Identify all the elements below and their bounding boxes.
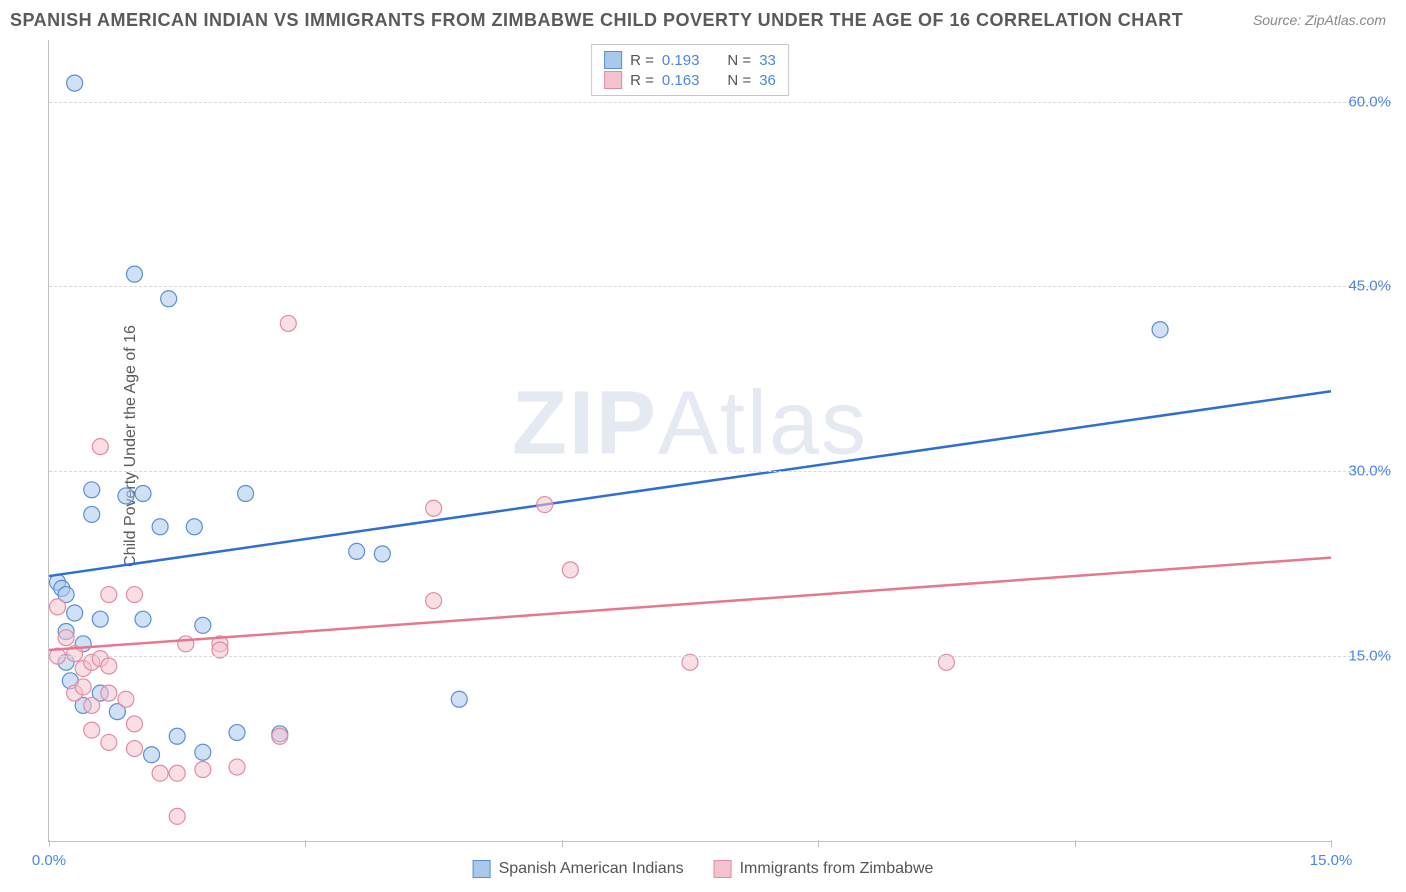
scatter-point xyxy=(229,759,245,775)
scatter-point xyxy=(101,587,117,603)
legend-bottom-item-2: Immigrants from Zimbabwe xyxy=(714,860,934,878)
legend-swatch-bottom-1 xyxy=(473,860,491,878)
legend-r-value-2: 0.163 xyxy=(662,72,700,89)
scatter-point xyxy=(84,697,100,713)
y-tick-label: 45.0% xyxy=(1348,278,1391,295)
plot-area: ZIPAtlas R = 0.193 N = 33 R = 0.163 N = … xyxy=(48,40,1331,842)
scatter-point xyxy=(229,725,245,741)
scatter-point xyxy=(169,808,185,824)
y-tick-label: 30.0% xyxy=(1348,463,1391,480)
y-tick-label: 60.0% xyxy=(1348,93,1391,110)
scatter-point xyxy=(562,562,578,578)
scatter-point xyxy=(426,500,442,516)
grid-line xyxy=(49,656,1391,657)
legend-r-label: R = xyxy=(630,52,654,69)
scatter-point xyxy=(152,765,168,781)
source-label: Source: ZipAtlas.com xyxy=(1253,12,1386,28)
scatter-point xyxy=(195,744,211,760)
scatter-point xyxy=(152,519,168,535)
scatter-point xyxy=(84,722,100,738)
scatter-plot-svg xyxy=(49,40,1331,841)
scatter-point xyxy=(101,734,117,750)
x-tick xyxy=(818,840,819,847)
y-tick-label: 15.0% xyxy=(1348,648,1391,665)
scatter-point xyxy=(161,291,177,307)
scatter-point xyxy=(92,439,108,455)
x-tick xyxy=(1075,840,1076,847)
legend-n-value-2: 36 xyxy=(759,72,776,89)
scatter-point xyxy=(451,691,467,707)
scatter-point xyxy=(67,75,83,91)
legend-series2-name: Immigrants from Zimbabwe xyxy=(740,860,934,878)
x-tick xyxy=(305,840,306,847)
scatter-point xyxy=(195,617,211,633)
scatter-point xyxy=(135,611,151,627)
x-tick xyxy=(1331,840,1332,847)
legend-n-label-2: N = xyxy=(727,72,751,89)
scatter-point xyxy=(135,485,151,501)
grid-line xyxy=(49,102,1391,103)
scatter-point xyxy=(186,519,202,535)
grid-line xyxy=(49,286,1391,287)
scatter-point xyxy=(169,765,185,781)
scatter-point xyxy=(280,315,296,331)
legend-swatch-bottom-2 xyxy=(714,860,732,878)
legend-n-value-1: 33 xyxy=(759,52,776,69)
scatter-point xyxy=(58,630,74,646)
x-tick-label: 15.0% xyxy=(1310,852,1353,869)
scatter-point xyxy=(178,636,194,652)
scatter-point xyxy=(84,482,100,498)
legend-bottom-item-1: Spanish American Indians xyxy=(473,860,684,878)
legend-n-label: N = xyxy=(727,52,751,69)
scatter-point xyxy=(126,741,142,757)
scatter-point xyxy=(101,685,117,701)
legend-top: R = 0.193 N = 33 R = 0.163 N = 36 xyxy=(591,44,789,96)
scatter-point xyxy=(272,728,288,744)
trend-line xyxy=(49,391,1331,576)
legend-r-label-2: R = xyxy=(630,72,654,89)
grid-line xyxy=(49,471,1391,472)
x-tick xyxy=(562,840,563,847)
scatter-point xyxy=(67,605,83,621)
scatter-point xyxy=(75,679,91,695)
legend-top-row-2: R = 0.163 N = 36 xyxy=(604,71,776,89)
scatter-point xyxy=(84,506,100,522)
legend-top-row-1: R = 0.193 N = 33 xyxy=(604,51,776,69)
scatter-point xyxy=(118,691,134,707)
scatter-point xyxy=(118,488,134,504)
x-tick xyxy=(49,840,50,847)
scatter-point xyxy=(349,543,365,559)
legend-swatch-series2 xyxy=(604,71,622,89)
scatter-point xyxy=(238,485,254,501)
scatter-point xyxy=(126,587,142,603)
x-tick-label: 0.0% xyxy=(32,852,66,869)
scatter-point xyxy=(426,593,442,609)
scatter-point xyxy=(195,762,211,778)
chart-container: SPANISH AMERICAN INDIAN VS IMMIGRANTS FR… xyxy=(0,0,1406,892)
legend-series1-name: Spanish American Indians xyxy=(499,860,684,878)
scatter-point xyxy=(144,747,160,763)
scatter-point xyxy=(92,611,108,627)
scatter-point xyxy=(101,658,117,674)
scatter-point xyxy=(126,266,142,282)
legend-r-value-1: 0.193 xyxy=(662,52,700,69)
scatter-point xyxy=(1152,322,1168,338)
scatter-point xyxy=(126,716,142,732)
trend-line xyxy=(49,558,1331,650)
legend-bottom: Spanish American Indians Immigrants from… xyxy=(473,860,934,878)
scatter-point xyxy=(537,497,553,513)
legend-swatch-series1 xyxy=(604,51,622,69)
scatter-point xyxy=(374,546,390,562)
chart-title: SPANISH AMERICAN INDIAN VS IMMIGRANTS FR… xyxy=(10,10,1183,31)
scatter-point xyxy=(169,728,185,744)
scatter-point xyxy=(50,599,66,615)
